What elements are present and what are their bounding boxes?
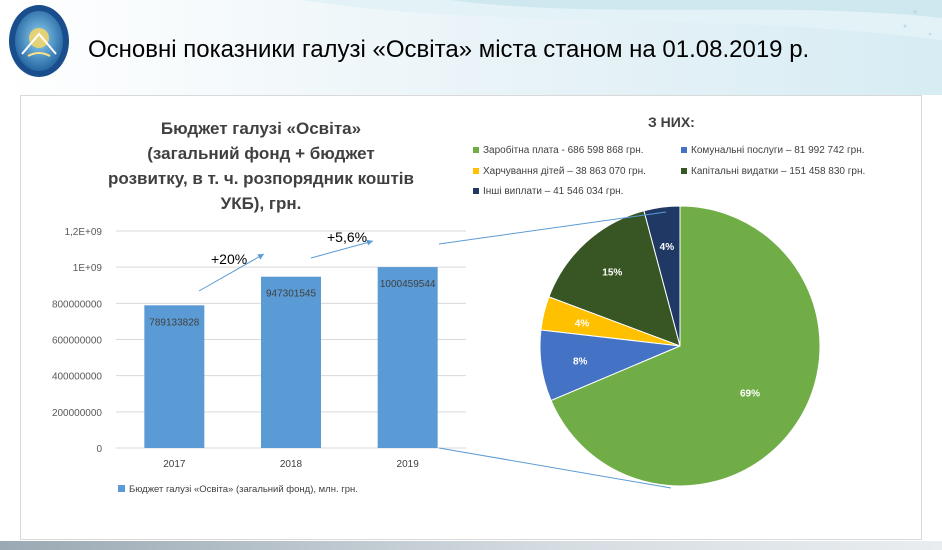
legend-swatch <box>473 168 479 175</box>
pie-legend-item: Інші виплати – 41 546 034 грн. <box>473 186 623 197</box>
y-tick-label: 1,2E+09 <box>64 227 102 238</box>
bar-chart-title-line: УКБ), грн. <box>220 194 302 213</box>
pie-legend-item: Заробітна плата - 686 598 868 грн. <box>473 145 644 156</box>
bottom-strip <box>0 541 942 550</box>
growth-annotation: +5,6% <box>327 229 367 245</box>
legend-swatch <box>473 147 479 154</box>
header-decoration <box>0 0 942 95</box>
legend-swatch <box>681 147 687 154</box>
legend-swatch <box>681 168 687 175</box>
legend-swatch <box>118 485 125 492</box>
bar-value-label: 1000459544 <box>380 279 436 290</box>
growth-arrow <box>310 239 374 259</box>
pie-percent-label: 4% <box>660 242 675 253</box>
bar-chart-title: Бюджет галузі «Освіта» (загальний фонд +… <box>101 116 421 216</box>
pie-legend-item: Харчування дітей – 38 863 070 грн. <box>473 166 646 177</box>
bar <box>261 276 321 448</box>
pie-percent-label: 15% <box>602 267 622 278</box>
connector-line <box>438 447 672 489</box>
growth-annotation: +20% <box>211 251 247 267</box>
pie-legend-item: Капітальні видатки – 151 458 830 грн. <box>681 166 865 177</box>
x-category-label: 2019 <box>397 459 420 470</box>
legend-label: Інші виплати – 41 546 034 грн. <box>483 186 624 197</box>
pie-legend-item: Комунальні послуги – 81 992 742 грн. <box>681 145 865 156</box>
bar <box>377 267 438 448</box>
legend-label: Бюджет галузі «Освіта» (загальний фонд),… <box>129 484 358 495</box>
y-tick-label: 200000000 <box>52 408 102 419</box>
pie-slice <box>548 210 681 347</box>
pie-chart-title: З НИХ: <box>648 114 695 130</box>
logo-emblem <box>9 5 69 77</box>
connector-line <box>438 211 667 245</box>
x-category-label: 2018 <box>280 459 303 470</box>
slide-title: Основні показники галузі «Освіта» міста … <box>88 36 810 63</box>
pie-percent-label: 69% <box>740 388 760 399</box>
charts-canvas: 789133828 947301545 1000459544 0 200000000 4… <box>52 205 821 495</box>
growth-arrow <box>198 253 265 292</box>
x-category-label: 2017 <box>163 459 186 470</box>
y-tick-label: 800000000 <box>52 299 102 310</box>
y-tick-label: 400000000 <box>52 372 102 383</box>
pie-percent-label: 4% <box>575 318 590 329</box>
bar-chart-title-line: (загальний фонд + бюджет <box>147 144 375 163</box>
bar <box>144 305 205 448</box>
legend-label: Комунальні послуги – 81 992 742 грн. <box>691 145 865 156</box>
legend-label: Капітальні видатки – 151 458 830 грн. <box>691 166 866 177</box>
chart-panel: Бюджет галузі «Освіта» (загальний фонд +… <box>20 95 922 540</box>
pie-percent-label: 8% <box>573 356 588 367</box>
bar-value-label: 789133828 <box>149 317 199 328</box>
y-tick-label: 0 <box>96 444 102 455</box>
y-tick-label: 1E+09 <box>73 263 103 274</box>
pie-slice <box>550 205 821 487</box>
bar-chart-title-line: розвитку, в т. ч. розпорядник коштів <box>108 169 414 188</box>
legend-label: Заробітна плата - 686 598 868 грн. <box>483 145 644 156</box>
legend-swatch <box>473 188 479 195</box>
y-tick-label: 600000000 <box>52 336 102 347</box>
legend-label: Харчування дітей – 38 863 070 грн. <box>483 166 646 177</box>
bar-chart-title-line: Бюджет галузі «Освіта» <box>160 119 362 138</box>
bar-value-label: 947301545 <box>266 289 316 300</box>
